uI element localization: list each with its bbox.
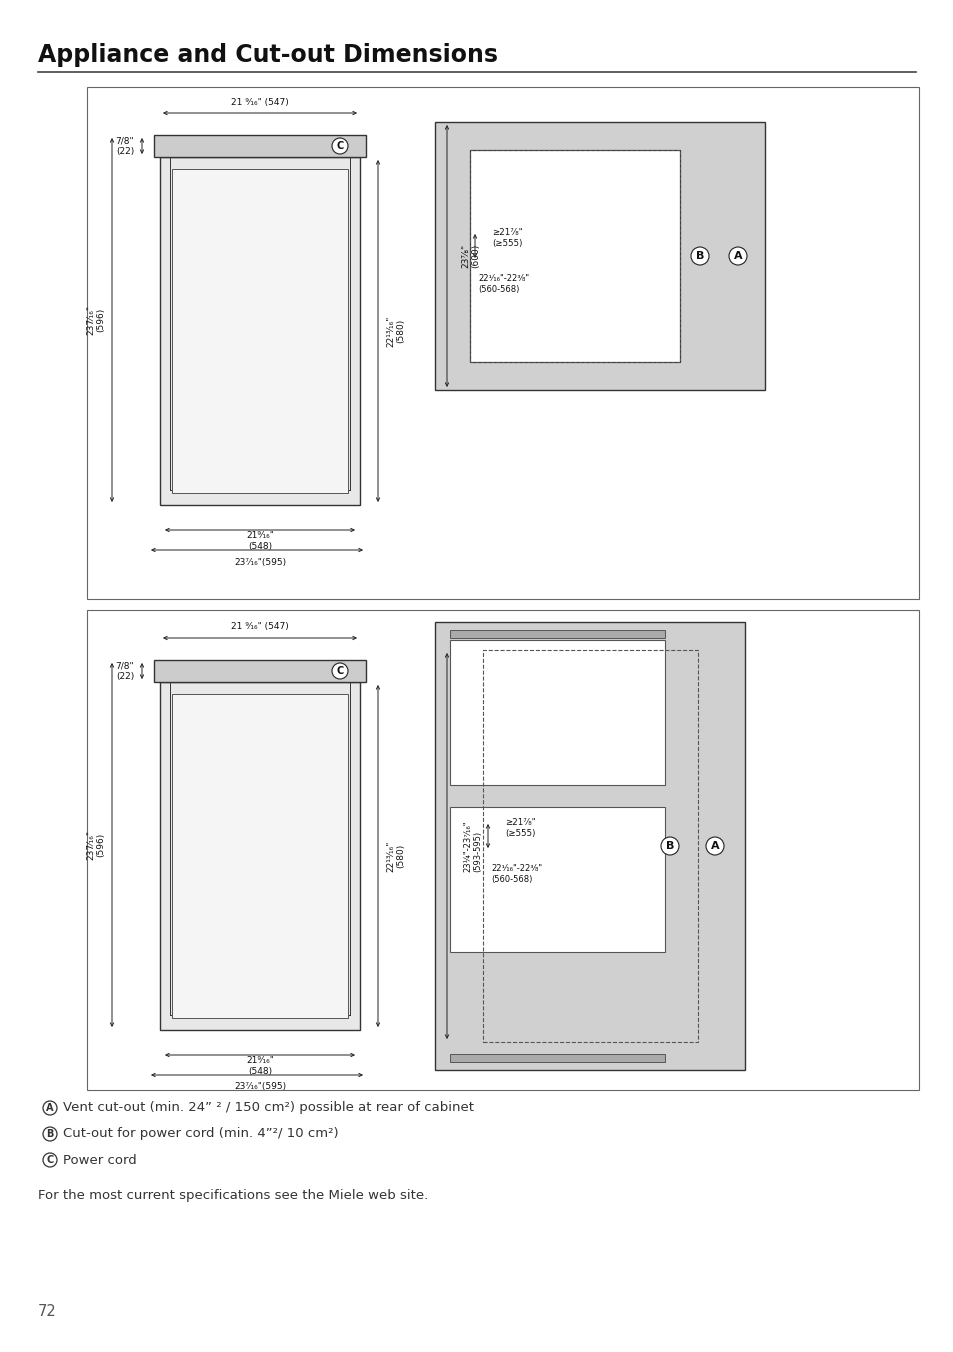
Text: ≥21⁷⁄₈"
(≥555): ≥21⁷⁄₈" (≥555) — [492, 228, 522, 247]
Text: C: C — [47, 1155, 53, 1165]
Text: 21 ⁹⁄₁₆" (547): 21 ⁹⁄₁₆" (547) — [231, 97, 289, 107]
Bar — [172, 694, 348, 1018]
Text: 22¹³⁄₁₆"
(580): 22¹³⁄₁₆" (580) — [386, 841, 405, 872]
Bar — [87, 610, 918, 1090]
Bar — [450, 630, 664, 638]
Text: 23⁷⁄₁₆"(595): 23⁷⁄₁₆"(595) — [233, 557, 286, 566]
Bar — [153, 660, 366, 681]
Circle shape — [728, 247, 746, 265]
Text: B: B — [665, 841, 674, 850]
Text: 21 ⁹⁄₁₆" (547): 21 ⁹⁄₁₆" (547) — [231, 622, 289, 631]
Bar — [153, 135, 366, 157]
Text: C: C — [336, 141, 343, 151]
Text: 7/8"
(22): 7/8" (22) — [115, 661, 134, 680]
Text: Vent cut-out (min. 24” ² / 150 cm²) possible at rear of cabinet: Vent cut-out (min. 24” ² / 150 cm²) poss… — [63, 1102, 474, 1114]
Text: C: C — [336, 667, 343, 676]
Circle shape — [43, 1128, 57, 1141]
Bar — [435, 122, 764, 389]
Bar — [470, 150, 679, 362]
Text: B: B — [695, 251, 703, 261]
Text: Appliance and Cut-out Dimensions: Appliance and Cut-out Dimensions — [38, 43, 497, 68]
Text: 237⁄₁₆"
(596): 237⁄₁₆" (596) — [86, 830, 106, 860]
Text: Power cord: Power cord — [63, 1153, 136, 1167]
Bar — [172, 169, 348, 493]
Text: Cut-out for power cord (min. 4”²/ 10 cm²): Cut-out for power cord (min. 4”²/ 10 cm²… — [63, 1128, 338, 1141]
Text: 23¼"-23⁷⁄₁₆"
(593-595): 23¼"-23⁷⁄₁₆" (593-595) — [462, 821, 482, 872]
Bar — [450, 807, 664, 952]
Text: 23⅞"
(600): 23⅞" (600) — [460, 243, 480, 268]
Text: 21⁹⁄₁₆"
(548): 21⁹⁄₁₆" (548) — [246, 1056, 274, 1076]
Circle shape — [332, 662, 348, 679]
Text: For the most current specifications see the Miele web site.: For the most current specifications see … — [38, 1190, 428, 1202]
Text: 22¹⁄₁₆"-22³⁄₈"
(560-568): 22¹⁄₁₆"-22³⁄₈" (560-568) — [477, 274, 529, 293]
Text: 72: 72 — [38, 1305, 56, 1320]
Text: A: A — [733, 251, 741, 261]
Text: 21⁹⁄₁₆"
(548): 21⁹⁄₁₆" (548) — [246, 531, 274, 550]
Bar — [470, 150, 679, 362]
Bar — [87, 87, 918, 599]
Circle shape — [332, 138, 348, 154]
Text: ≥21⁷⁄₈"
(≥555): ≥21⁷⁄₈" (≥555) — [504, 818, 536, 838]
Bar — [160, 681, 359, 1030]
Text: 23⁷⁄₁₆"(595): 23⁷⁄₁₆"(595) — [233, 1083, 286, 1091]
Bar — [160, 157, 359, 506]
Text: 237⁄₁₆"
(596): 237⁄₁₆" (596) — [86, 306, 106, 335]
Bar — [482, 650, 698, 1042]
Text: B: B — [47, 1129, 53, 1138]
Text: A: A — [710, 841, 719, 850]
Circle shape — [660, 837, 679, 854]
Circle shape — [705, 837, 723, 854]
Circle shape — [690, 247, 708, 265]
Text: 22¹³⁄₁₆"
(580): 22¹³⁄₁₆" (580) — [386, 315, 405, 346]
Text: 7/8"
(22): 7/8" (22) — [115, 137, 134, 155]
Circle shape — [43, 1101, 57, 1115]
Bar — [450, 639, 664, 786]
Text: 22¹⁄₁₆"-22³⁄₈"
(560-568): 22¹⁄₁₆"-22³⁄₈" (560-568) — [491, 864, 541, 884]
Bar — [435, 622, 744, 1069]
Circle shape — [43, 1153, 57, 1167]
Bar — [450, 1055, 664, 1063]
Text: A: A — [46, 1103, 53, 1113]
